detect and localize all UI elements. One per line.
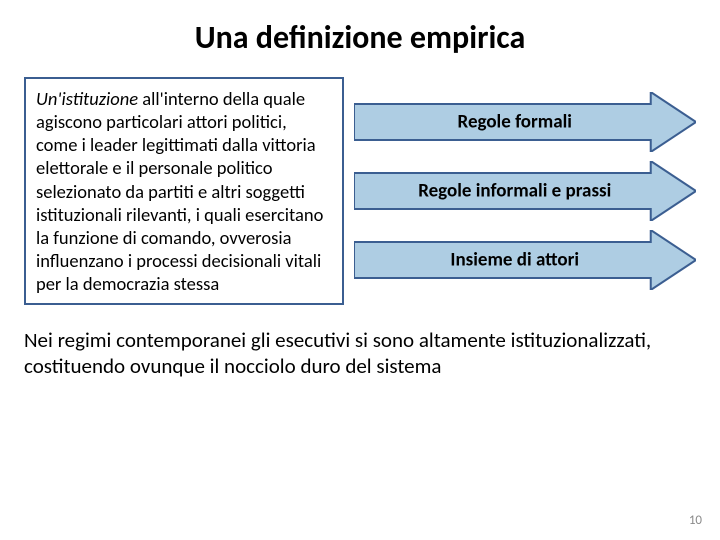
slide-title: Una definizione empirica xyxy=(24,18,696,57)
arrow-label: Regole formali xyxy=(458,110,572,133)
arrow-item: Insieme di attori xyxy=(354,230,696,290)
content-row: Un'istituzione all'interno della quale a… xyxy=(24,77,696,305)
page-number: 10 xyxy=(689,513,702,528)
arrow-label: Insieme di attori xyxy=(450,249,579,272)
definition-box: Un'istituzione all'interno della quale a… xyxy=(24,77,344,305)
definition-italic: Un'istituzione xyxy=(36,87,138,110)
arrow-item: Regole formali xyxy=(354,92,696,152)
arrows-column: Regole formali Regole informali e prassi… xyxy=(354,77,696,305)
bottom-paragraph: Nei regimi contemporanei gli esecutivi s… xyxy=(24,327,696,380)
slide-container: Una definizione empirica Un'istituzione … xyxy=(0,0,720,540)
arrow-item: Regole informali e prassi xyxy=(354,161,696,221)
arrow-label: Regole informali e prassi xyxy=(418,180,611,203)
definition-rest: all'interno della quale agiscono partico… xyxy=(36,87,323,295)
